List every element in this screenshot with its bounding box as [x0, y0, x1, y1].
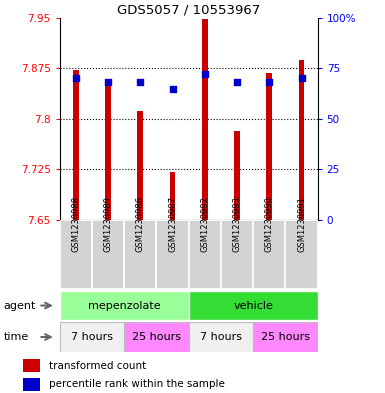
Bar: [266, 73, 272, 220]
Text: mepenzolate: mepenzolate: [88, 301, 161, 310]
Bar: [189, 322, 253, 352]
Point: [202, 71, 208, 77]
Text: 7 hours: 7 hours: [200, 332, 242, 342]
Bar: [202, 19, 208, 220]
Bar: [253, 220, 285, 289]
Bar: [60, 291, 189, 320]
Bar: [234, 131, 240, 220]
Text: agent: agent: [4, 301, 36, 310]
Bar: [124, 220, 156, 289]
Text: vehicle: vehicle: [233, 301, 273, 310]
Text: 25 hours: 25 hours: [132, 332, 181, 342]
Point: [298, 75, 305, 82]
Bar: [124, 322, 189, 352]
Text: 7 hours: 7 hours: [71, 332, 113, 342]
Bar: [189, 220, 221, 289]
Bar: [137, 111, 143, 220]
Bar: [73, 70, 79, 220]
Text: percentile rank within the sample: percentile rank within the sample: [49, 379, 224, 389]
Bar: [92, 220, 124, 289]
Text: GSM1230987: GSM1230987: [168, 196, 177, 252]
Text: time: time: [4, 332, 29, 342]
Bar: [60, 220, 92, 289]
Title: GDS5057 / 10553967: GDS5057 / 10553967: [117, 4, 260, 17]
Bar: [60, 322, 124, 352]
Bar: [285, 220, 318, 289]
Point: [234, 79, 240, 86]
Bar: [23, 378, 40, 391]
Text: GSM1230993: GSM1230993: [233, 196, 241, 252]
Text: GSM1230986: GSM1230986: [136, 196, 145, 252]
Text: GSM1230988: GSM1230988: [71, 196, 80, 252]
Bar: [23, 359, 40, 373]
Bar: [105, 86, 111, 220]
Text: GSM1230992: GSM1230992: [200, 196, 209, 252]
Text: GSM1230991: GSM1230991: [297, 196, 306, 252]
Text: transformed count: transformed count: [49, 361, 146, 371]
Bar: [221, 220, 253, 289]
Point: [105, 79, 111, 86]
Point: [137, 79, 143, 86]
Bar: [170, 171, 176, 220]
Bar: [156, 220, 189, 289]
Bar: [253, 322, 318, 352]
Bar: [189, 291, 318, 320]
Text: GSM1230990: GSM1230990: [265, 196, 274, 252]
Point: [73, 75, 79, 82]
Text: GSM1230989: GSM1230989: [104, 196, 112, 252]
Text: 25 hours: 25 hours: [261, 332, 310, 342]
Point: [169, 85, 176, 92]
Bar: [299, 59, 305, 220]
Point: [266, 79, 272, 86]
